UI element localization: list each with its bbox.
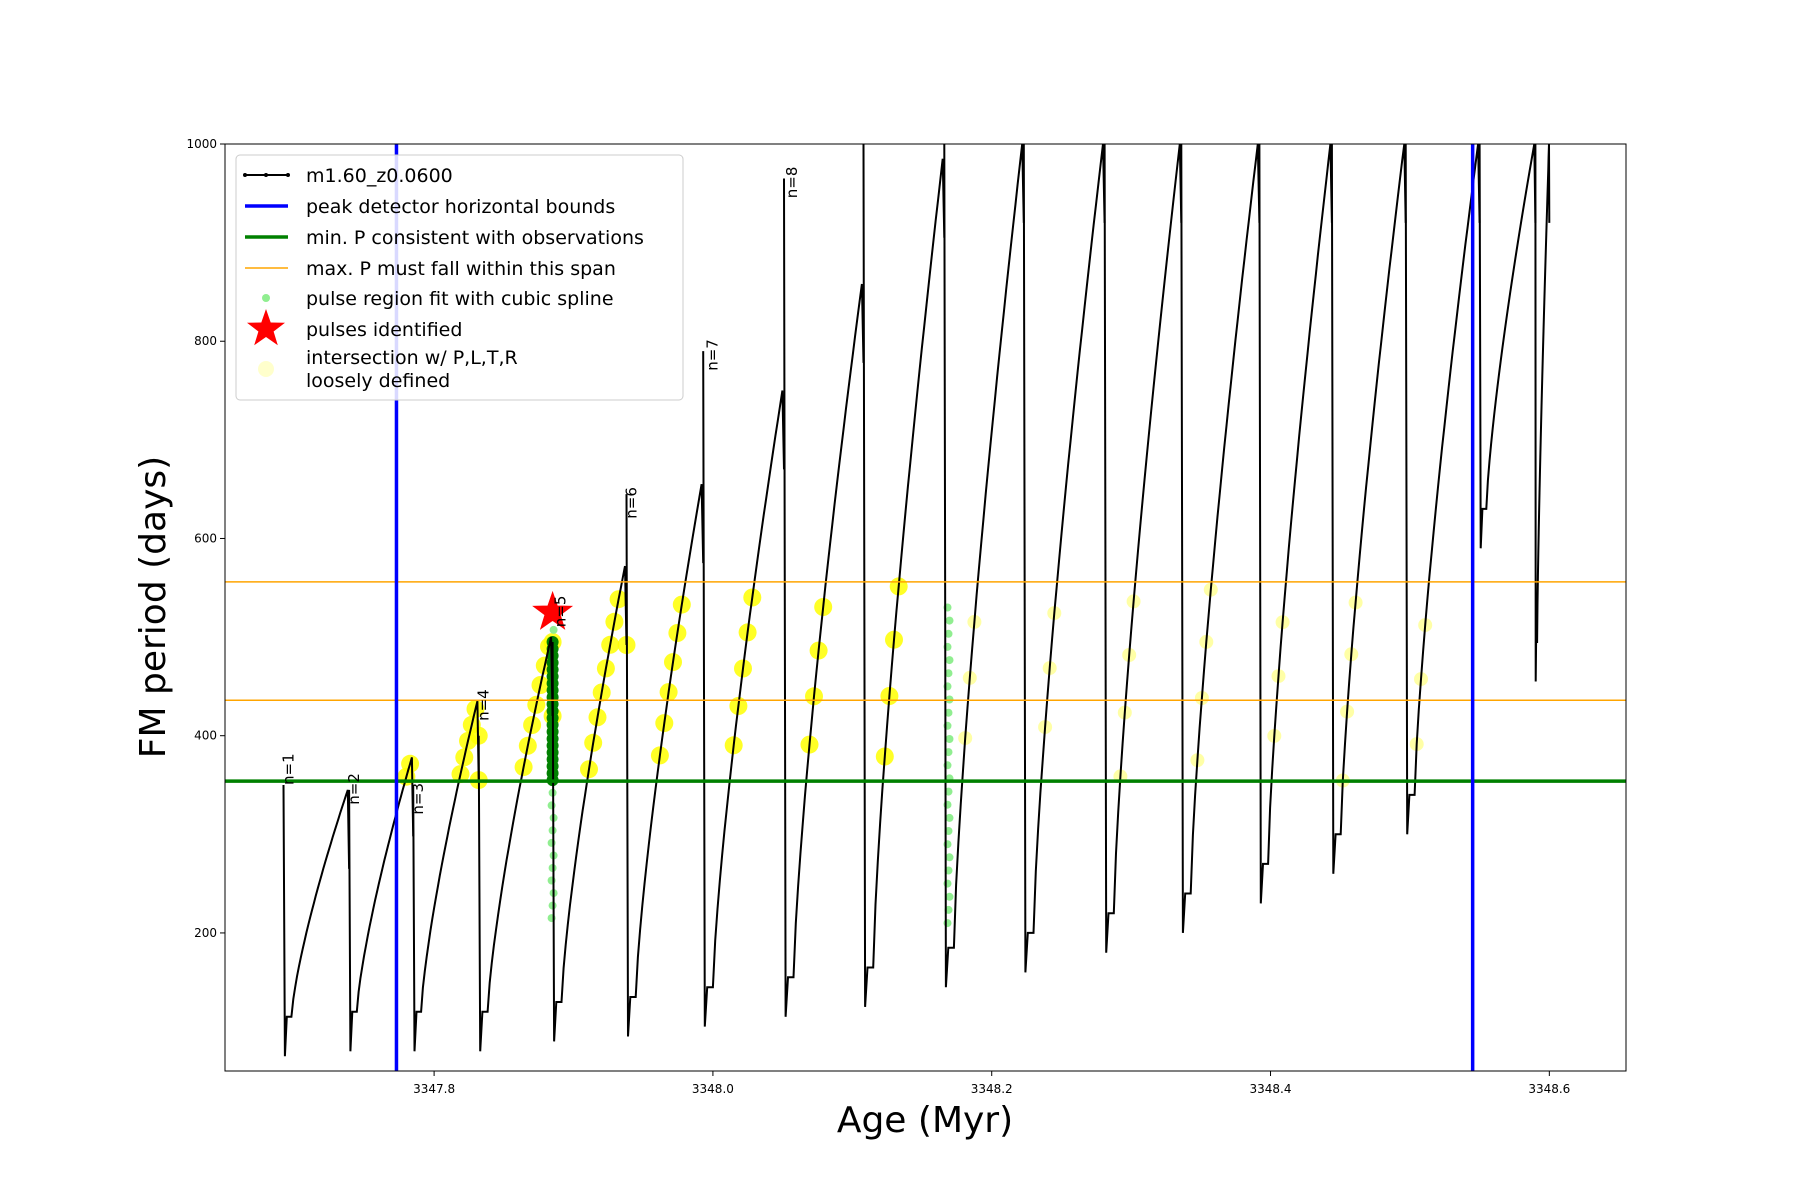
- y-tick-label: 800: [194, 334, 217, 348]
- x-tick-label: 3347.8: [413, 1082, 455, 1096]
- pulse-label-n6: n=6: [623, 487, 641, 519]
- y-tick-label: 1000: [186, 137, 217, 151]
- model-track: [282, 144, 1551, 1057]
- spline-point: [549, 625, 558, 634]
- legend-label: intersection w/ P,L,T,R: [306, 347, 518, 369]
- legend-label: min. P consistent with observations: [306, 227, 644, 249]
- model-segment-13: [1180, 144, 1261, 933]
- model-segment-2: [348, 757, 415, 1052]
- legend-label: peak detector horizontal bounds: [306, 196, 615, 218]
- identified-pulse-markers: [532, 590, 574, 630]
- legend-swatch-star: [247, 309, 285, 346]
- model-segment-14: [1258, 144, 1333, 904]
- pulse-label-n5: n=5: [551, 596, 569, 628]
- model-segment-4: [477, 636, 554, 1052]
- spline-point: [944, 629, 953, 638]
- pulse-label-n8: n=8: [783, 167, 801, 199]
- spline-point: [547, 838, 556, 847]
- model-segment-8: [783, 178, 865, 1017]
- legend-label: pulse region fit with cubic spline: [306, 288, 614, 310]
- spline-point: [945, 853, 954, 862]
- pulse-label-n1: n=1: [280, 753, 298, 785]
- pulse-label-n3: n=3: [409, 783, 427, 815]
- y-tick-label: 200: [194, 926, 217, 940]
- x-axis-title: Age (Myr): [837, 1100, 1013, 1141]
- model-segment-6: [625, 484, 705, 1037]
- pulse-number-labels: n=1 n=2 n=3 n=4 n=5 n=6 n=7 n=8: [280, 167, 801, 815]
- model-segment-15: [1330, 144, 1407, 874]
- spline-point: [945, 656, 954, 665]
- model-segment-10: [943, 144, 1025, 988]
- model-segment-1: [282, 784, 351, 1057]
- x-tick-label: 3348.0: [692, 1082, 734, 1096]
- model-segment-9: [862, 144, 946, 1007]
- model-segment-7: [702, 351, 785, 1027]
- spline-point: [944, 708, 953, 717]
- spline-point: [945, 813, 954, 822]
- pulse-label-n7: n=7: [703, 339, 721, 371]
- model-segment-5: [551, 565, 628, 1042]
- y-axis-title: FM period (days): [133, 456, 174, 758]
- plot-frame: [224, 143, 1627, 1072]
- legend-box: [235, 154, 684, 401]
- legend-label: max. P must fall within this span: [306, 258, 616, 280]
- legend-label: m1.60_z0.0600: [306, 165, 453, 187]
- y-tick-label: 400: [194, 729, 217, 743]
- x-tick-label: 3348.2: [971, 1082, 1013, 1096]
- x-axis-ticks: 3347.8 3348.0 3348.2 3348.4 3348.6: [413, 1071, 1570, 1096]
- legend-swatch-dot: [262, 294, 270, 302]
- legend-swatch-big-dot: [258, 361, 274, 377]
- spline-point: [547, 801, 556, 810]
- spline-point: [945, 735, 954, 743]
- model-segment-18: [1534, 144, 1551, 682]
- spline-point: [944, 748, 953, 757]
- pulse-label-n4: n=4: [475, 689, 493, 721]
- legend-swatch-marker: [286, 173, 290, 177]
- y-axis-ticks: 200 400 600 800 1000: [186, 137, 225, 940]
- model-segment-12: [1103, 144, 1183, 953]
- model-segment-16: [1404, 144, 1481, 835]
- legend-swatch-marker: [243, 173, 247, 177]
- legend-label-line2: loosely defined: [306, 370, 450, 392]
- spline-point: [943, 919, 952, 928]
- intersection-markers: [397, 577, 1433, 790]
- model-segment-11: [1022, 144, 1106, 973]
- model-segment-17: [1478, 144, 1537, 549]
- spline-point: [944, 669, 953, 678]
- x-tick-label: 3348.6: [1528, 1082, 1570, 1096]
- pulse-identified-star: [532, 590, 574, 630]
- pulse-label-n2: n=2: [345, 773, 363, 805]
- legend-label: pulses identified: [306, 319, 462, 341]
- x-tick-label: 3348.4: [1250, 1082, 1292, 1096]
- y-tick-label: 600: [194, 531, 217, 545]
- spline-point: [945, 892, 954, 901]
- spline-point: [945, 616, 954, 625]
- model-segment-3: [412, 700, 480, 1052]
- legend-swatch-marker: [264, 173, 268, 177]
